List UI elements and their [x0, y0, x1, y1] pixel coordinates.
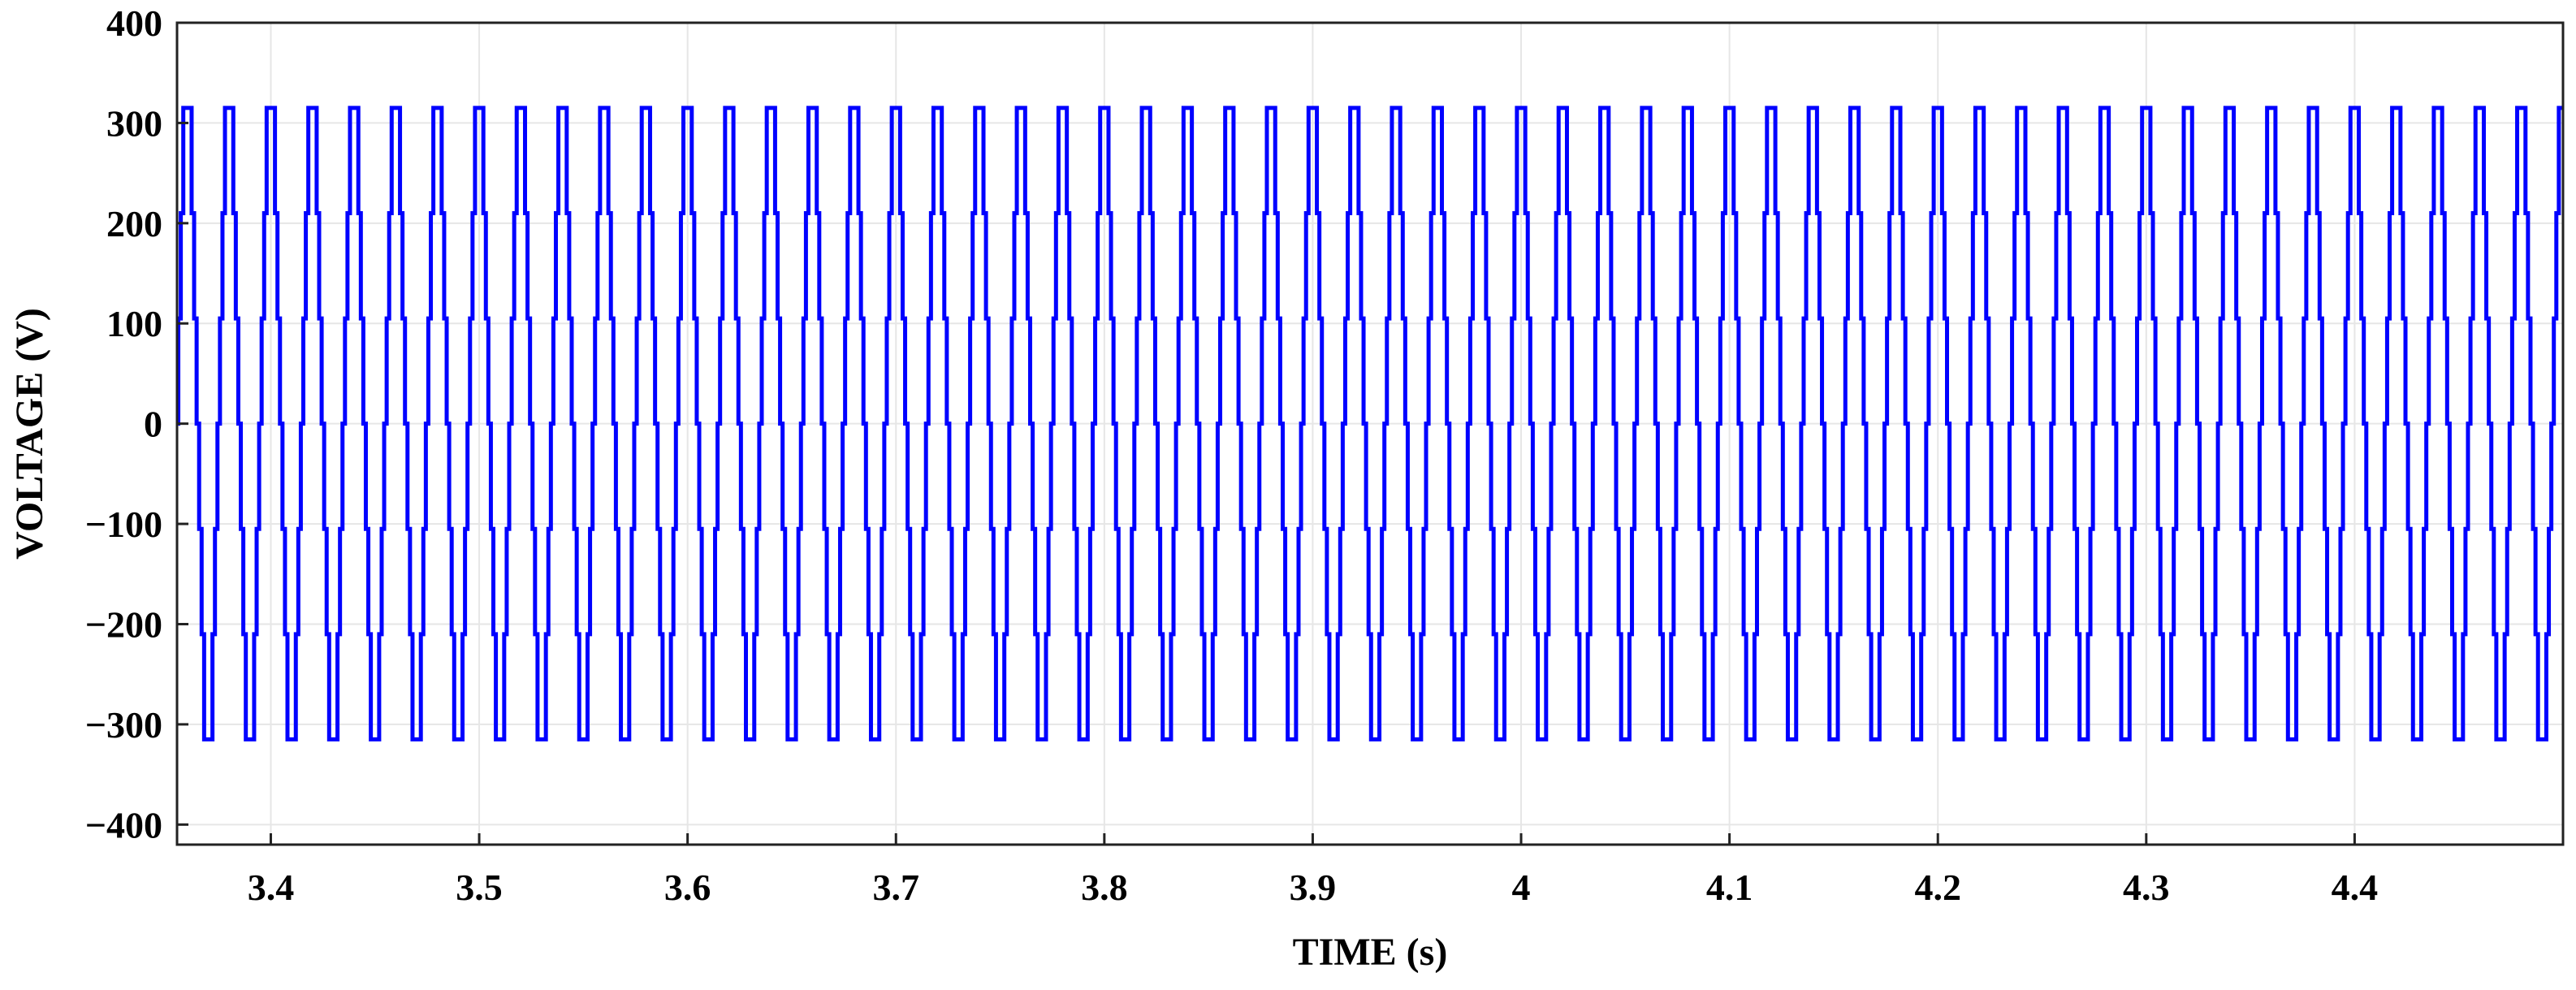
- waveform-layer: [176, 106, 2563, 741]
- x-tick-label: 4.1: [1706, 867, 1753, 908]
- y-tick-label: 0: [144, 404, 162, 445]
- y-tick-label: −200: [85, 603, 162, 645]
- x-tick-label: 3.9: [1290, 867, 1337, 908]
- voltage-waveform: [176, 106, 2563, 741]
- y-tick-label: 100: [106, 303, 162, 344]
- x-tick-label: 3.6: [664, 867, 711, 908]
- y-tick-label: 200: [106, 203, 162, 244]
- y-axis-title: VOLTAGE (V): [8, 308, 51, 560]
- y-tick-label: 400: [106, 2, 162, 44]
- axis-ticks: 3.4 3.5 3.6 3.7 3.8 3.9 4 4.1 4.2 4.3 4.4 400 300 200…: [85, 2, 2378, 908]
- x-tick-label: 3.5: [456, 867, 503, 908]
- x-tick-label: 3.4: [248, 867, 295, 908]
- y-tick-label: −100: [85, 504, 162, 545]
- x-axis-title: TIME (s): [1293, 931, 1448, 974]
- x-tick-label: 4.4: [2332, 867, 2379, 908]
- x-tick-label: 3.7: [872, 867, 919, 908]
- y-tick-label: −400: [85, 804, 162, 845]
- x-tick-label: 4.3: [2123, 867, 2170, 908]
- y-tick-label: 300: [106, 102, 162, 144]
- y-tick-label: −300: [85, 704, 162, 746]
- x-tick-label: 3.8: [1081, 867, 1128, 908]
- x-tick-label: 4: [1512, 867, 1531, 908]
- plot-frame: [175, 21, 2565, 846]
- x-tick-label: 4.2: [1914, 867, 1961, 908]
